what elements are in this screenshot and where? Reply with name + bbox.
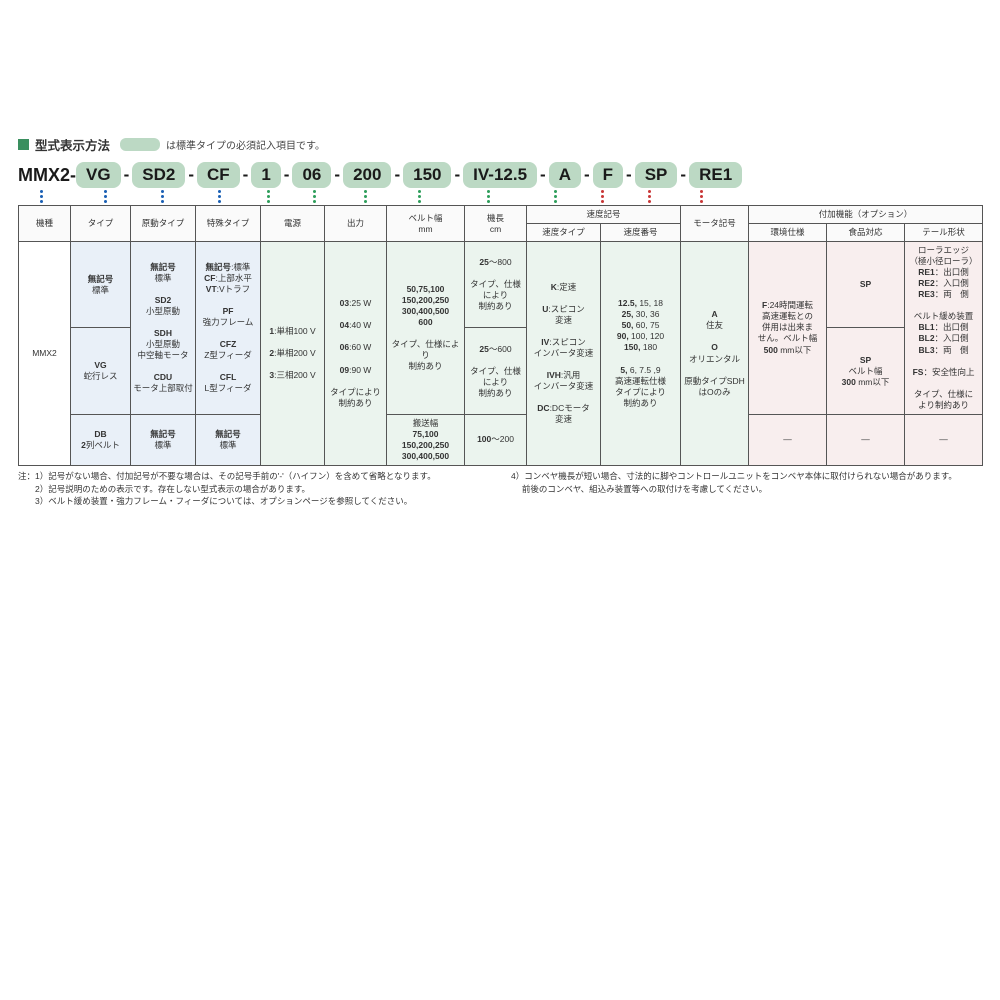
table-body: MMX2無記号標準無記号標準SD2小型原動SDH小型原動中空軸モータCDUモータ… [19,242,983,466]
cell-special1: 無記号:標準CF:上部水平VT:VトラフPF強力フレームCFZZ型フィーダCFL… [196,242,261,415]
cell-type1: 無記号標準 [71,242,131,328]
model-code-row: MMX2-VG-SD2-CF-1-06-200-150-IV-12.5-A-F-… [18,162,982,188]
dash-icon: - [121,165,133,185]
th-speed-group: 速度記号 [527,206,681,224]
th-motor: モータ記号 [681,206,749,242]
table-row: DB2列ベルト無記号標準無記号標準搬送幅75,100150,200,250300… [19,414,983,465]
dash-icon: - [281,165,293,185]
cell-belt1: 50,75,100150,200,250300,400,500600タイプ、仕様… [387,242,465,415]
cell-belt2: 搬送幅75,100150,200,250300,400,500 [387,414,465,465]
dash-icon: - [677,165,689,185]
cell-drive2: 無記号標準 [131,414,196,465]
segment-pill: CF [197,162,240,188]
dots-slot [530,190,580,203]
dash-icon: - [391,165,403,185]
dash-icon: - [581,165,593,185]
title-marker-icon [18,139,29,150]
cell-output: 03:25 W04:40 W06:60 W09:90 Wタイプにより制約あり [325,242,387,466]
th-power: 電源 [261,206,325,242]
th-output: 出力 [325,206,387,242]
cell-len3: 100～200 [465,414,527,465]
dash-icon: - [185,165,197,185]
footnote-left: 注：1）記号がない場合、付加記号が不要な場合は、その記号手前の'-'（ハイフン）… [18,470,489,508]
dots-slot [446,190,530,203]
segment-pill: RE1 [689,162,742,188]
segment-pill: 06 [292,162,331,188]
th-belt: ベルト幅 mm [387,206,465,242]
table-header-row: 機種 タイプ 原動タイプ 特殊タイプ 電源 出力 ベルト幅 mm 機長 cm 速… [19,206,983,224]
cell-type2: VG蛇行レス [71,328,131,414]
cell-len1: 25～800タイプ、仕様により制約あり [465,242,527,328]
th-drive: 原動タイプ [131,206,196,242]
dots-slot [18,190,78,203]
dots-slot [624,190,674,203]
th-machine: 機種 [19,206,71,242]
connector-dots-row [18,190,982,203]
dots-slot [580,190,624,203]
cell-food2: SPベルト幅300 mm以下 [827,328,905,414]
dots-slot [338,190,392,203]
th-speed-type: 速度タイプ [527,224,601,242]
table-row: MMX2無記号標準無記号標準SD2小型原動SDH小型原動中空軸モータCDUモータ… [19,242,983,328]
th-special: 特殊タイプ [196,206,261,242]
dash-icon: - [240,165,252,185]
cell-motor: A住友Oオリエンタル原動タイプSDHはOのみ [681,242,749,466]
cell-dash: — [905,414,983,465]
legend-pill-icon [120,138,160,151]
segment-pill: SD2 [132,162,185,188]
dots-slot [192,190,246,203]
segment-pill: 1 [251,162,280,188]
footnotes: 注：1）記号がない場合、付加記号が不要な場合は、その記号手前の'-'（ハイフン）… [18,470,982,508]
dots-slot [246,190,290,203]
dots-slot [392,190,446,203]
dash-icon: - [623,165,635,185]
segment-pill: A [549,162,581,188]
cell-env: F:24時間運転高速運転との併用は出来ません。ベルト幅500 mm以下 [749,242,827,415]
segment-pill: IV-12.5 [463,162,537,188]
model-prefix: MMX2- [18,165,76,186]
th-length: 機長 cm [465,206,527,242]
segment-pill: 150 [403,162,451,188]
dots-slot [290,190,338,203]
cell-speed_type: K:定速U:スピコン変速IV:スピコンインバータ変速IVH:汎用インバータ変速D… [527,242,601,466]
dash-icon: - [451,165,463,185]
cell-tail: ローラエッジ（極小径ローラ）RE1：出口側RE2：入口側RE3：両 側ベルト緩め… [905,242,983,415]
segment-pill: VG [76,162,121,188]
cell-len2: 25～600タイプ、仕様により制約あり [465,328,527,414]
segment-pill: SP [635,162,678,188]
spec-table: 機種 タイプ 原動タイプ 特殊タイプ 電源 出力 ベルト幅 mm 機長 cm 速… [18,205,983,466]
dash-icon: - [537,165,549,185]
cell-food1: SP [827,242,905,328]
title-row: 型式表示方法 は標準タイプの必須記入項目です。 [18,135,982,154]
cell-drive1: 無記号標準SD2小型原動SDH小型原動中空軸モータCDUモータ上部取付 [131,242,196,415]
page-title: 型式表示方法 [35,135,110,154]
segment-pill: 200 [343,162,391,188]
cell-power: 1:単相100 V2:単相200 V3:三相200 V [261,242,325,466]
segment-pill: F [593,162,623,188]
th-env: 環境仕様 [749,224,827,242]
th-type: タイプ [71,206,131,242]
cell-speed_no: 12.5, 15, 1825, 30, 3650, 60, 7590, 100,… [601,242,681,466]
th-option-group: 付加機能（オプション） [749,206,983,224]
th-food: 食品対応 [827,224,905,242]
cell-dash: — [827,414,905,465]
dots-slot [78,190,132,203]
footnote-right: 4）コンベヤ機長が短い場合、寸法的に脚やコントロールユニットをコンベヤ本体に取付… [511,470,982,508]
cell-machine: MMX2 [19,242,71,466]
dots-slot [132,190,192,203]
legend-note: は標準タイプの必須記入項目です。 [166,137,325,152]
th-speed-no: 速度番号 [601,224,681,242]
cell-special2: 無記号標準 [196,414,261,465]
cell-dash: — [749,414,827,465]
dash-icon: - [331,165,343,185]
th-tail: テール形状 [905,224,983,242]
cell-type3: DB2列ベルト [71,414,131,465]
dots-slot [674,190,728,203]
